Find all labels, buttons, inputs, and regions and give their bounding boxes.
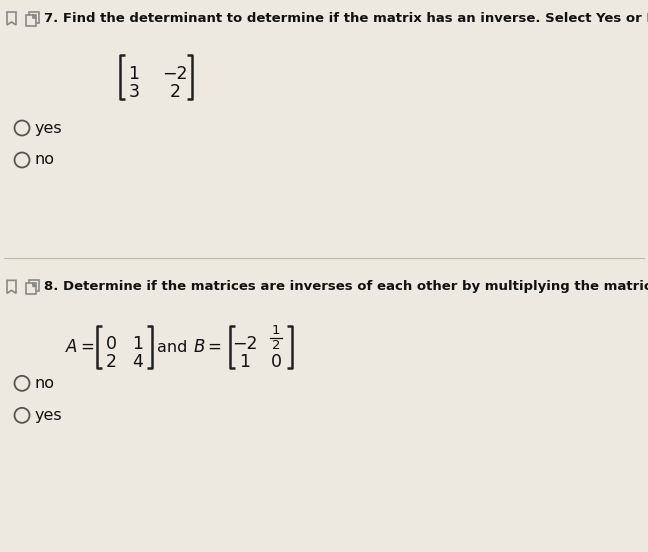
- Bar: [26, 15, 36, 26]
- Text: 0: 0: [270, 353, 281, 371]
- Text: yes: yes: [35, 120, 63, 135]
- Text: yes: yes: [35, 408, 63, 423]
- Text: −2: −2: [232, 335, 258, 353]
- Text: $A =$: $A =$: [65, 338, 95, 357]
- Bar: [29, 280, 39, 291]
- Text: 1: 1: [128, 65, 139, 83]
- Text: 4: 4: [133, 353, 143, 371]
- Bar: [26, 283, 36, 294]
- Text: 1: 1: [132, 335, 143, 353]
- Text: −2: −2: [162, 65, 188, 83]
- Text: no: no: [35, 152, 55, 167]
- Text: 7. Find the determinant to determine if the matrix has an inverse. Select Yes or: 7. Find the determinant to determine if …: [44, 12, 648, 25]
- Text: 1: 1: [240, 353, 251, 371]
- Text: $B =$: $B =$: [193, 338, 222, 357]
- Text: 2: 2: [106, 353, 117, 371]
- Text: 2: 2: [272, 339, 280, 352]
- Text: 3: 3: [128, 83, 139, 101]
- Text: 8. Determine if the matrices are inverses of each other by multiplying the matri: 8. Determine if the matrices are inverse…: [44, 280, 648, 293]
- Text: 2: 2: [170, 83, 181, 101]
- Bar: [29, 12, 39, 23]
- Text: and: and: [157, 340, 187, 355]
- Text: no: no: [35, 376, 55, 391]
- Text: 0: 0: [106, 335, 117, 353]
- Text: 1: 1: [272, 325, 280, 337]
